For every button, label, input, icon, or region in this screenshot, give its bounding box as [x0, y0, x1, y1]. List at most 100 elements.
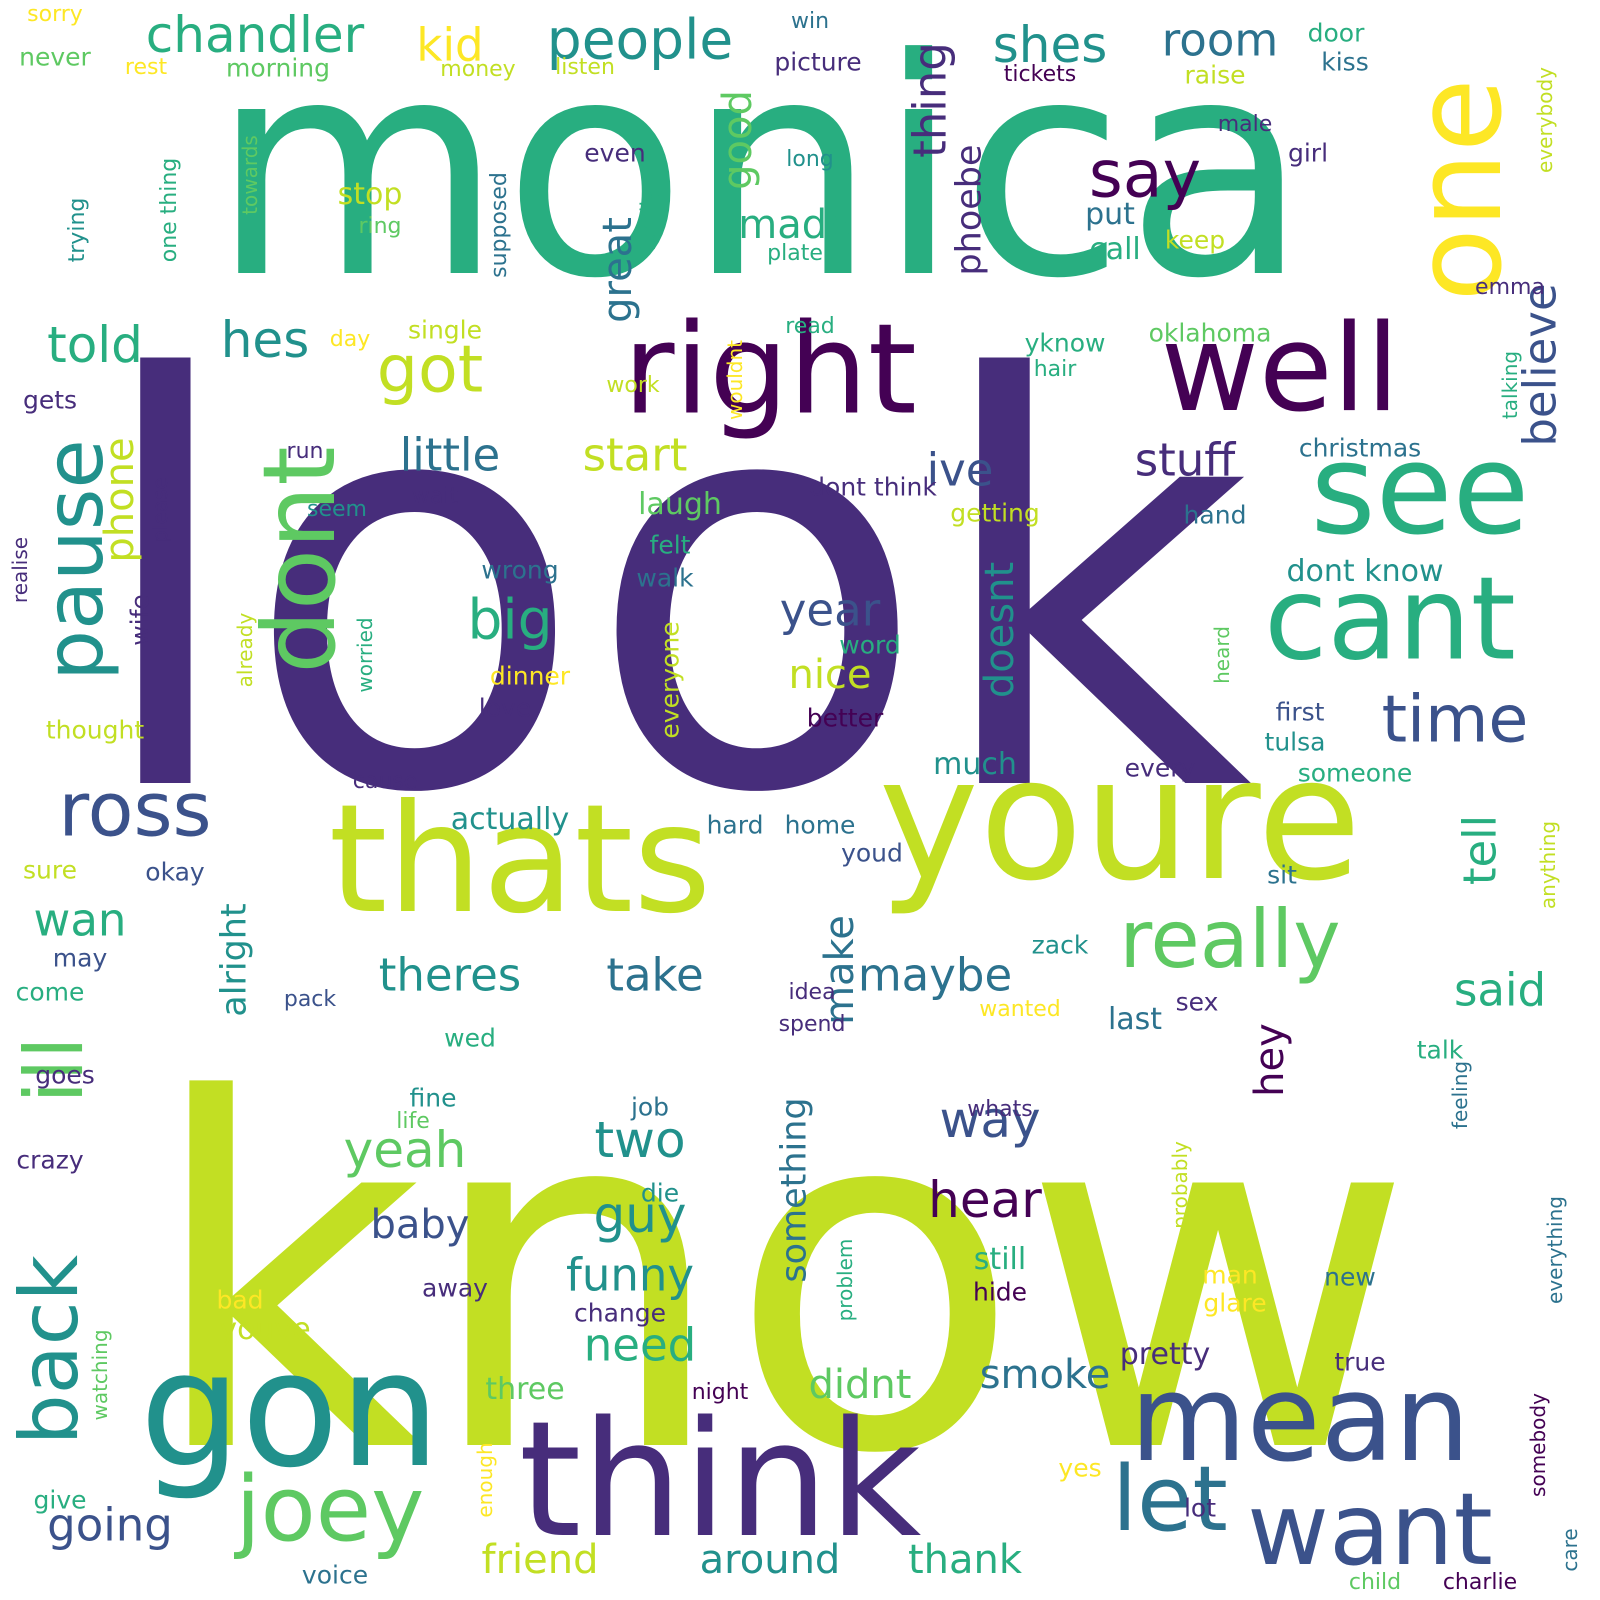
cloud-word: girl [1287, 138, 1329, 168]
cloud-word: youre [878, 721, 1362, 919]
cloud-word: last [1107, 1002, 1163, 1037]
cloud-word: doesnt [977, 561, 1023, 699]
cloud-word: well [1160, 300, 1400, 439]
cloud-word: thats [328, 773, 712, 947]
cloud-word: better [806, 703, 884, 733]
cloud-word: come [15, 977, 85, 1007]
cloud-word: word [839, 630, 901, 660]
cloud-word: voice [301, 1560, 369, 1590]
cloud-word: put [1085, 197, 1135, 232]
cloud-word: care [1558, 1528, 1582, 1572]
cloud-word: alright [214, 903, 255, 1017]
cloud-word: hear [928, 1171, 1042, 1229]
cloud-word: new [1324, 1262, 1376, 1292]
cloud-word: friend [481, 1537, 599, 1583]
cloud-word: everyone [655, 621, 685, 739]
cloud-word: kid [416, 18, 484, 72]
cloud-word: getting [950, 498, 1040, 528]
cloud-word: job [630, 1092, 670, 1122]
cloud-word: okay [145, 857, 205, 887]
cloud-word: actually [450, 802, 570, 837]
cloud-word: room [1161, 13, 1279, 67]
cloud-word: fine [409, 1083, 457, 1113]
cloud-word: wrong [481, 555, 559, 585]
cloud-word: gets [22, 385, 78, 415]
cloud-word: yknow [1024, 328, 1106, 358]
cloud-word: already [233, 612, 257, 688]
cloud-word: call [1089, 232, 1141, 267]
cloud-word: wanted [979, 997, 1061, 1022]
cloud-word: yeah [343, 1121, 467, 1179]
cloud-word: dont [241, 446, 358, 674]
cloud-word: start [582, 428, 688, 482]
cloud-word: lot [1183, 1493, 1217, 1523]
cloud-word: sure [23, 855, 77, 885]
cloud-word: never [19, 42, 91, 72]
cloud-word: seem [307, 497, 367, 522]
cloud-word: maybe [857, 948, 1013, 1002]
cloud-word: picture [774, 47, 862, 77]
cloud-word: worried [353, 617, 377, 693]
cloud-word: watching [88, 1329, 112, 1421]
cloud-word: good [715, 90, 761, 190]
cloud-word: oklahoma [1148, 318, 1272, 348]
cloud-word: thing [903, 42, 957, 158]
cloud-word: much [933, 747, 1017, 782]
cloud-word: enough [473, 1442, 497, 1518]
cloud-word: need [583, 1318, 697, 1372]
cloud-word: thank [907, 1537, 1023, 1583]
cloud-word: great [595, 217, 641, 323]
cloud-word: tell [1453, 814, 1507, 886]
cloud-word: tulsa [1264, 727, 1326, 757]
cloud-word: felt [649, 530, 691, 560]
cloud-word: goes [35, 1060, 95, 1090]
cloud-word: realise [8, 536, 32, 604]
cloud-word: bad [216, 1285, 264, 1315]
cloud-word: work [606, 373, 660, 398]
cloud-word: family [636, 189, 660, 251]
cloud-word: pretty [1119, 1337, 1211, 1372]
cloud-word: youd [841, 838, 903, 868]
cloud-word: night [691, 1380, 749, 1405]
cloud-word: around [699, 1537, 841, 1583]
cloud-word: whats [967, 1097, 1033, 1122]
cloud-word: male [1217, 112, 1273, 137]
cloud-word: two [594, 1111, 686, 1169]
cloud-word: really [1119, 893, 1341, 986]
cloud-word: plate [767, 241, 823, 266]
cloud-word: hes [220, 311, 310, 369]
cloud-word: take [606, 948, 704, 1002]
cloud-word: man [1202, 1260, 1258, 1290]
cloud-word: joey [235, 1457, 425, 1562]
cloud-word: hey [1247, 1023, 1293, 1097]
cloud-word: time [1381, 682, 1529, 758]
cloud-word: funny [565, 1248, 695, 1302]
cloud-word: believe [1513, 283, 1567, 447]
cloud-word: anything [1536, 820, 1560, 910]
cloud-word: pack [283, 987, 337, 1012]
cloud-word: true [1334, 1347, 1386, 1377]
cloud-word: everybody [1533, 67, 1557, 173]
cloud-word: told [47, 316, 143, 374]
cloud-word: life [396, 1109, 430, 1134]
cloud-word: door [1307, 18, 1365, 48]
cloud-word: run [286, 439, 324, 464]
cloud-word: walk [636, 563, 694, 593]
cloud-word: year [779, 583, 881, 637]
cloud-word: hand [1183, 500, 1247, 530]
cloud-word: cant [1264, 552, 1516, 687]
cloud-word: make [817, 915, 863, 1025]
cloud-word: wait [411, 484, 459, 509]
cloud-word: baby [370, 1202, 470, 1248]
cloud-word: talk [1416, 1035, 1464, 1065]
cloud-word: long [786, 147, 834, 172]
cloud-word: listen [555, 55, 615, 80]
cloud-word: trying [65, 197, 90, 263]
cloud-word: didnt [808, 1362, 912, 1408]
cloud-word: yes [1058, 1453, 1102, 1483]
cloud-word: sex [1175, 987, 1219, 1017]
cloud-word: wife [125, 594, 155, 646]
cloud-word: youve [219, 1312, 311, 1347]
cloud-word: laugh [638, 487, 722, 522]
cloud-word: probably [1168, 1141, 1192, 1229]
